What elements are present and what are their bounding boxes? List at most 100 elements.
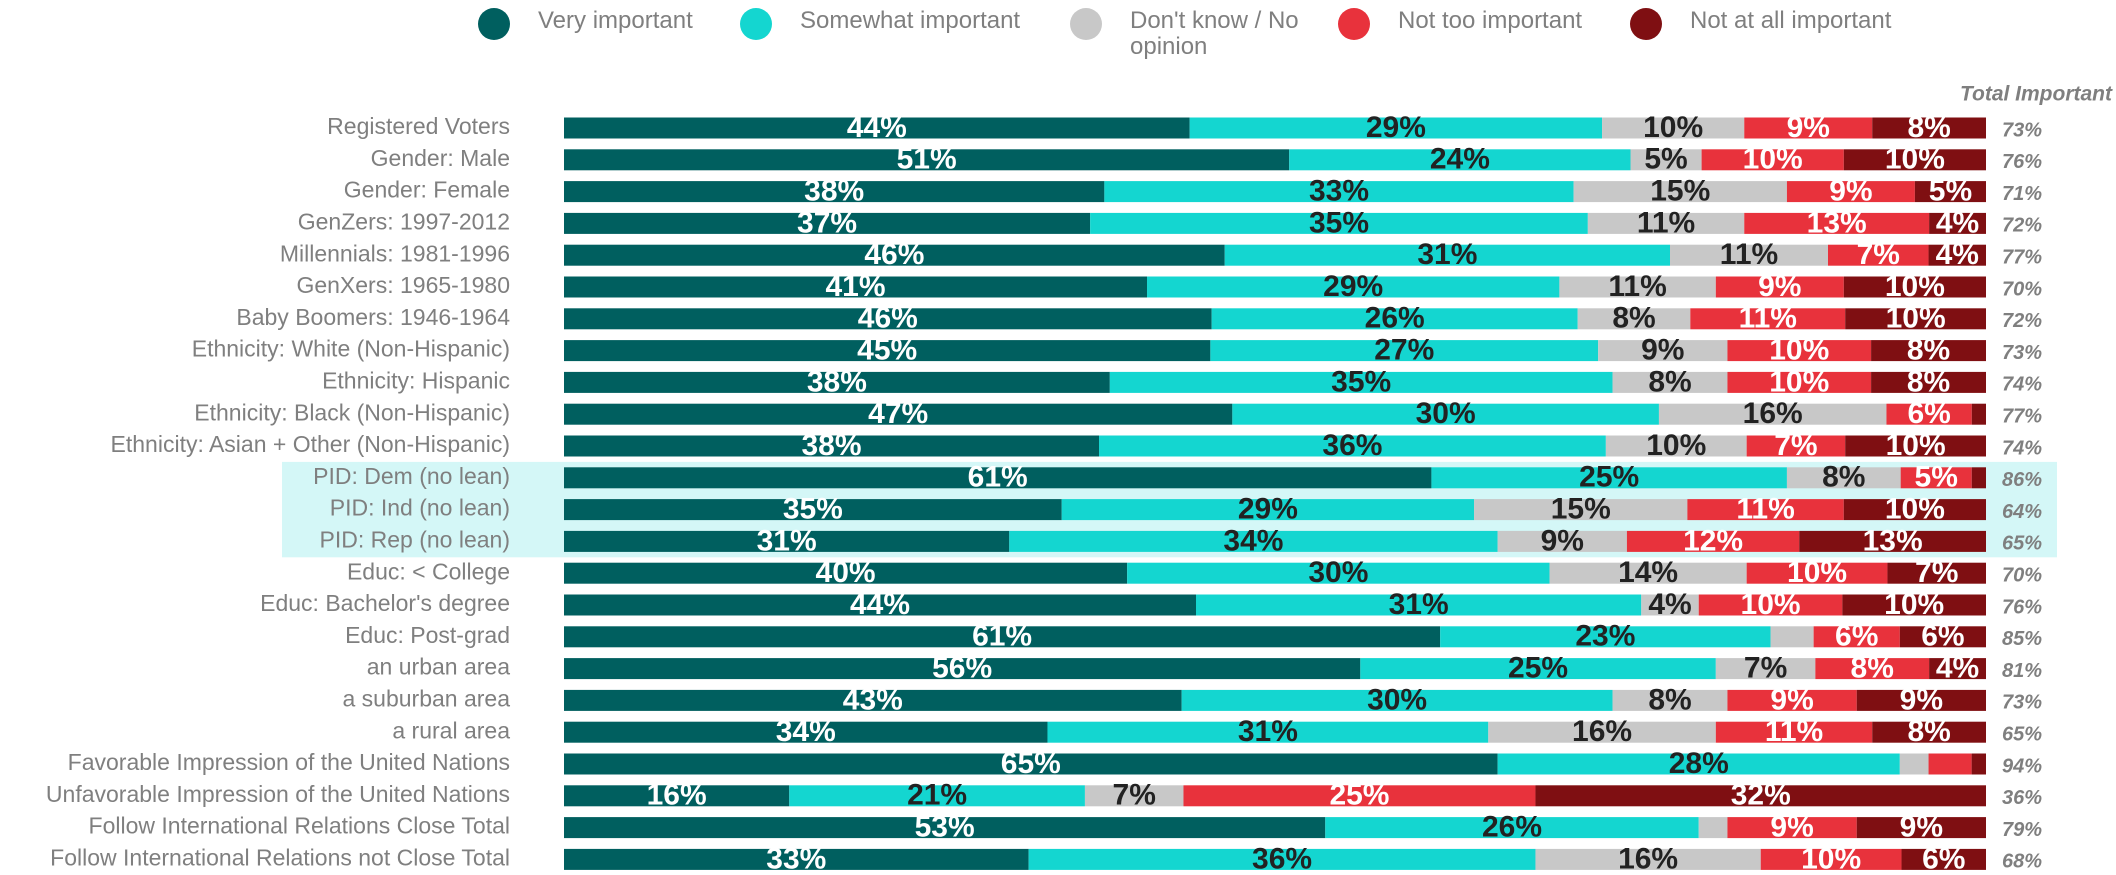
bar-segment xyxy=(1746,562,1888,584)
value-label: 9% xyxy=(1900,683,1943,716)
bar-segment xyxy=(1856,817,1986,839)
value-label: 23% xyxy=(1575,620,1635,653)
value-label: 26% xyxy=(1482,811,1542,844)
bar-segment xyxy=(1612,371,1728,393)
value-label: 31% xyxy=(1238,715,1298,748)
total-label: 72% xyxy=(2002,215,2042,237)
bar-segment xyxy=(789,785,1085,807)
bar-segment xyxy=(1760,848,1902,870)
category-label: Baby Boomers: 1946-1964 xyxy=(236,304,510,330)
value-label: 10% xyxy=(1769,334,1829,367)
bar-segment xyxy=(1183,785,1536,807)
bar-segment xyxy=(1842,594,1986,616)
legend-label: Somewhat important xyxy=(800,7,1021,34)
bar-segment xyxy=(1727,371,1872,393)
value-label: 9% xyxy=(1787,111,1830,144)
category-label: Follow International Relations Close Tot… xyxy=(89,813,510,839)
value-label: 6% xyxy=(1921,620,1964,653)
bar-segment xyxy=(1690,308,1846,330)
bar-segment xyxy=(1211,308,1578,330)
value-label: 4% xyxy=(1936,652,1979,685)
legend-swatch xyxy=(1338,8,1370,40)
bar-segment xyxy=(564,467,1432,489)
category-label: PID: Rep (no lean) xyxy=(320,526,510,552)
bar-segment xyxy=(1746,435,1846,457)
total-label: 73% xyxy=(2002,692,2042,714)
bar-segment xyxy=(1602,117,1745,139)
value-label: 30% xyxy=(1308,556,1368,589)
bar-segment xyxy=(1813,626,1900,648)
total-label: 73% xyxy=(2002,342,2042,364)
category-label: Ethnicity: Black (Non-Hispanic) xyxy=(194,399,510,425)
bar-segment xyxy=(1786,467,1901,489)
legend-item: Somewhat important xyxy=(740,8,1020,40)
value-label: 29% xyxy=(1323,270,1383,303)
bar-segment xyxy=(1360,658,1716,680)
value-label: 36% xyxy=(1322,429,1382,462)
bar-segment xyxy=(1626,530,1800,552)
value-label: 38% xyxy=(801,429,861,462)
value-label: 6% xyxy=(1835,620,1878,653)
value-label: 11% xyxy=(1765,715,1823,748)
bar-segment xyxy=(1727,340,1872,362)
value-label: 21% xyxy=(907,779,967,812)
value-label: 53% xyxy=(915,811,975,844)
bar-segment xyxy=(1605,435,1747,457)
bar-segment xyxy=(1587,212,1745,234)
bar-segment xyxy=(564,817,1326,839)
value-label: 61% xyxy=(972,620,1032,653)
bar-segment xyxy=(1971,403,1986,425)
total-label: 65% xyxy=(2002,533,2042,555)
category-label: Registered Voters xyxy=(327,113,510,139)
value-label: 31% xyxy=(757,524,817,557)
value-label: 7% xyxy=(1915,556,1958,589)
total-label: 81% xyxy=(2002,660,2042,682)
total-label: 70% xyxy=(2002,278,2042,300)
value-label: 16% xyxy=(647,779,707,812)
value-label: 10% xyxy=(1885,143,1945,176)
value-label: 29% xyxy=(1366,111,1426,144)
bar-segment xyxy=(1871,371,1986,393)
value-label: 29% xyxy=(1238,493,1298,526)
bar-segment xyxy=(564,435,1100,457)
bar-segment xyxy=(1232,403,1659,425)
total-label: 70% xyxy=(2002,564,2042,586)
bar-segment xyxy=(1845,308,1986,330)
totals-title: Total Important xyxy=(1960,83,2113,106)
value-label: 44% xyxy=(847,111,907,144)
value-label: 9% xyxy=(1829,175,1872,208)
value-label: 40% xyxy=(816,556,876,589)
bar-segment xyxy=(1181,689,1613,711)
value-label: 43% xyxy=(843,683,903,716)
category-label: an urban area xyxy=(367,654,510,680)
bar-segment xyxy=(1928,244,1986,266)
legend-swatch xyxy=(1630,8,1662,40)
category-label: Ethnicity: Asian + Other (Non-Hispanic) xyxy=(111,431,510,457)
value-label: 6% xyxy=(1907,397,1950,430)
value-label: 4% xyxy=(1936,206,1979,239)
total-label: 73% xyxy=(2002,119,2042,141)
bar-segment xyxy=(1886,403,1972,425)
bar-segment xyxy=(1009,530,1498,552)
category-label: Educ: < College xyxy=(347,558,510,584)
bar-segment xyxy=(1109,371,1613,393)
bar-segment xyxy=(1535,785,1986,807)
bar-segment xyxy=(1440,626,1771,648)
bar-segment xyxy=(564,117,1190,139)
value-label: 6% xyxy=(1922,842,1965,875)
category-label: GenXers: 1965-1980 xyxy=(296,272,510,298)
legend-label: Not at all important xyxy=(1690,7,1892,34)
value-label: 8% xyxy=(1648,683,1691,716)
bar-segment xyxy=(1900,467,1972,489)
category-label: Gender: Female xyxy=(344,177,510,203)
bar-segment xyxy=(1687,499,1844,521)
bar-segment xyxy=(1815,658,1930,680)
bar-segment xyxy=(1641,594,1699,616)
value-label: 5% xyxy=(1915,461,1958,494)
bar-segment xyxy=(1843,149,1986,171)
value-label: 37% xyxy=(797,206,857,239)
bar-segment xyxy=(1497,753,1900,775)
bar-segment xyxy=(1598,340,1728,362)
value-label: 10% xyxy=(1787,556,1847,589)
bar-segment xyxy=(1770,626,1814,648)
